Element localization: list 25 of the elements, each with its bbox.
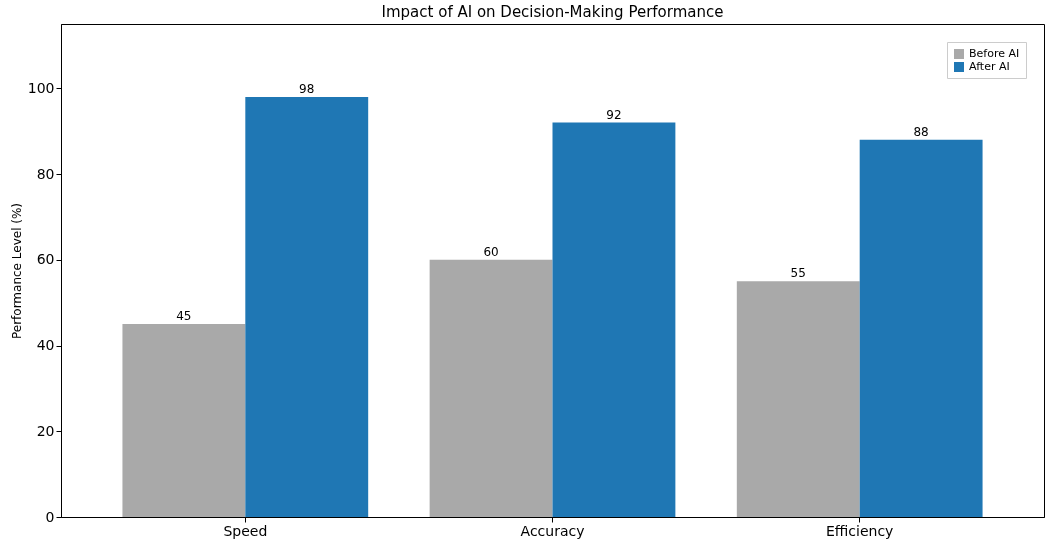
x-tick-label: Efficiency (825, 522, 894, 539)
y-tick-label: 0 (45, 508, 55, 525)
data-label: 60 (483, 244, 499, 259)
y-tick-label: 100 (27, 79, 55, 96)
bar (429, 259, 553, 517)
data-label: 45 (176, 309, 192, 324)
chart-title: Impact of AI on Decision-Making Performance (381, 3, 724, 21)
y-tick-label: 80 (36, 165, 55, 182)
bar (245, 96, 369, 517)
legend-label: Before AI (969, 47, 1020, 60)
data-label: 55 (790, 266, 806, 281)
x-tick-label: Speed (223, 522, 268, 539)
bar (552, 122, 676, 517)
bar (736, 281, 860, 517)
x-tick-label: Accuracy (520, 522, 585, 539)
bar (122, 324, 246, 517)
y-axis-title: Performance Level (%) (9, 202, 24, 340)
y-tick-label: 20 (36, 422, 55, 439)
y-tick-label: 40 (36, 337, 55, 354)
data-label: 98 (299, 81, 315, 96)
y-tick-label: 60 (36, 251, 55, 268)
data-label: 92 (606, 107, 622, 122)
data-label: 88 (913, 124, 929, 139)
bar (859, 139, 983, 517)
legend-label: After AI (969, 60, 1010, 73)
